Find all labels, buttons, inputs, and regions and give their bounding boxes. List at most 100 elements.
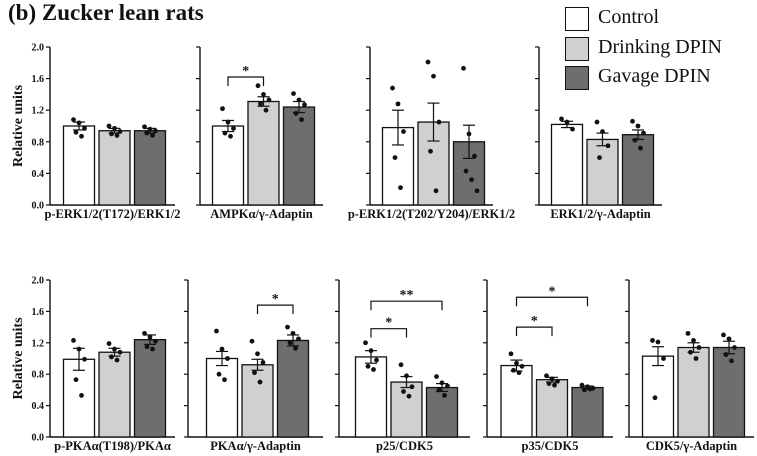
data-point	[597, 155, 602, 161]
data-point	[153, 338, 158, 344]
legend-label-control: Control	[598, 6, 660, 28]
bar-control	[205, 357, 239, 438]
y-tick-label: 2.0	[32, 43, 45, 54]
bar-drinking-dpin	[535, 379, 569, 438]
bar-control	[211, 125, 245, 206]
data-point	[363, 340, 368, 346]
x-axis-label: ERK1/2/γ-Adaptin	[550, 207, 650, 221]
bar-control	[641, 355, 675, 438]
data-point	[76, 346, 82, 352]
data-point	[82, 125, 87, 131]
bar-control	[500, 364, 533, 438]
x-axis-label: CDK5/γ-Adaptin	[646, 439, 737, 453]
data-point	[514, 360, 519, 366]
significance-label: *	[385, 316, 392, 331]
x-axis-label: p35/CDK5	[522, 439, 579, 453]
data-point	[73, 377, 79, 383]
legend-label-drinking: Drinking DPIN	[598, 36, 722, 58]
data-point	[117, 349, 123, 355]
bar-control	[550, 123, 584, 206]
data-point	[508, 351, 514, 357]
data-point	[564, 119, 570, 125]
bar-control	[354, 356, 388, 438]
data-point	[559, 116, 564, 122]
data-point	[406, 393, 412, 399]
x-axis-label: p-ERK1/2(T202/Y204)/ERK1/2	[348, 207, 515, 221]
data-point	[392, 155, 398, 161]
data-point	[409, 384, 415, 390]
bar-gavage-dpin	[133, 130, 167, 206]
data-point	[652, 395, 658, 401]
data-point	[374, 357, 379, 363]
legend-swatch-gavage	[565, 66, 589, 90]
data-point	[600, 129, 605, 134]
data-point	[71, 117, 76, 123]
data-point	[291, 91, 296, 97]
y-tick-label: 1.6	[32, 307, 45, 318]
panel-4: ERK1/2/γ-Adaptin	[535, 46, 662, 221]
data-point	[696, 345, 702, 350]
data-point	[371, 367, 376, 372]
data-point	[582, 387, 587, 393]
panel-5: 0.0 0.4 0.8 1.2 1.6 2.0 p-PKAα(T198)/PKAα	[32, 276, 175, 453]
data-point	[368, 348, 374, 354]
data-point	[439, 380, 445, 386]
data-point	[71, 338, 76, 343]
data-point	[463, 168, 469, 174]
y-tick-label: 0.0	[32, 201, 45, 212]
data-point	[404, 373, 409, 379]
data-point	[461, 65, 466, 71]
data-point	[225, 356, 230, 361]
data-point	[638, 145, 643, 151]
data-point	[587, 386, 593, 392]
y-axis-title: Relative units	[11, 84, 26, 167]
data-point	[650, 338, 655, 343]
data-point	[390, 85, 395, 91]
bar-gavage-dpin	[425, 386, 459, 438]
data-point	[365, 363, 371, 369]
data-point	[661, 356, 666, 361]
data-point	[431, 73, 436, 79]
bar-gavage-dpin	[282, 106, 316, 206]
legend-label-gavage: Gavage DPIN	[598, 65, 711, 87]
data-point	[219, 346, 225, 352]
data-point	[723, 352, 729, 357]
data-point	[433, 188, 439, 194]
bar-drinking-dpin	[247, 100, 280, 206]
data-point	[398, 185, 403, 191]
data-point	[147, 334, 153, 340]
y-tick-label: 1.6	[32, 74, 45, 85]
data-point	[258, 101, 263, 107]
data-point	[293, 345, 298, 351]
data-point	[290, 330, 296, 336]
bar-control	[62, 358, 96, 438]
data-point	[76, 120, 82, 126]
panel-6: * PKAα/γ-Adaptin	[184, 279, 323, 453]
data-point	[721, 332, 726, 338]
data-point	[472, 153, 477, 159]
data-point	[106, 341, 112, 346]
data-point	[688, 349, 693, 355]
data-point	[511, 367, 516, 373]
data-point	[445, 383, 450, 389]
bar-gavage-dpin	[571, 386, 604, 438]
data-point	[299, 117, 304, 123]
data-point	[150, 133, 155, 138]
bar-drinking-dpin	[98, 351, 131, 438]
figure-title: (b) Zucker lean rats	[8, 0, 204, 25]
data-point	[544, 373, 549, 379]
data-point	[425, 59, 431, 65]
bar-gavage-dpin	[621, 134, 655, 206]
data-point	[142, 124, 147, 130]
data-point	[641, 130, 646, 136]
y-tick-label: 0.0	[32, 433, 45, 444]
data-point	[228, 133, 233, 139]
data-point	[82, 356, 87, 362]
data-point	[260, 360, 266, 365]
significance-bracket	[227, 76, 265, 87]
panel-3: p-ERK1/2(T202/Y204)/ERK1/2	[348, 46, 515, 221]
data-point	[112, 346, 117, 352]
data-point	[474, 188, 480, 194]
data-point	[442, 392, 447, 398]
